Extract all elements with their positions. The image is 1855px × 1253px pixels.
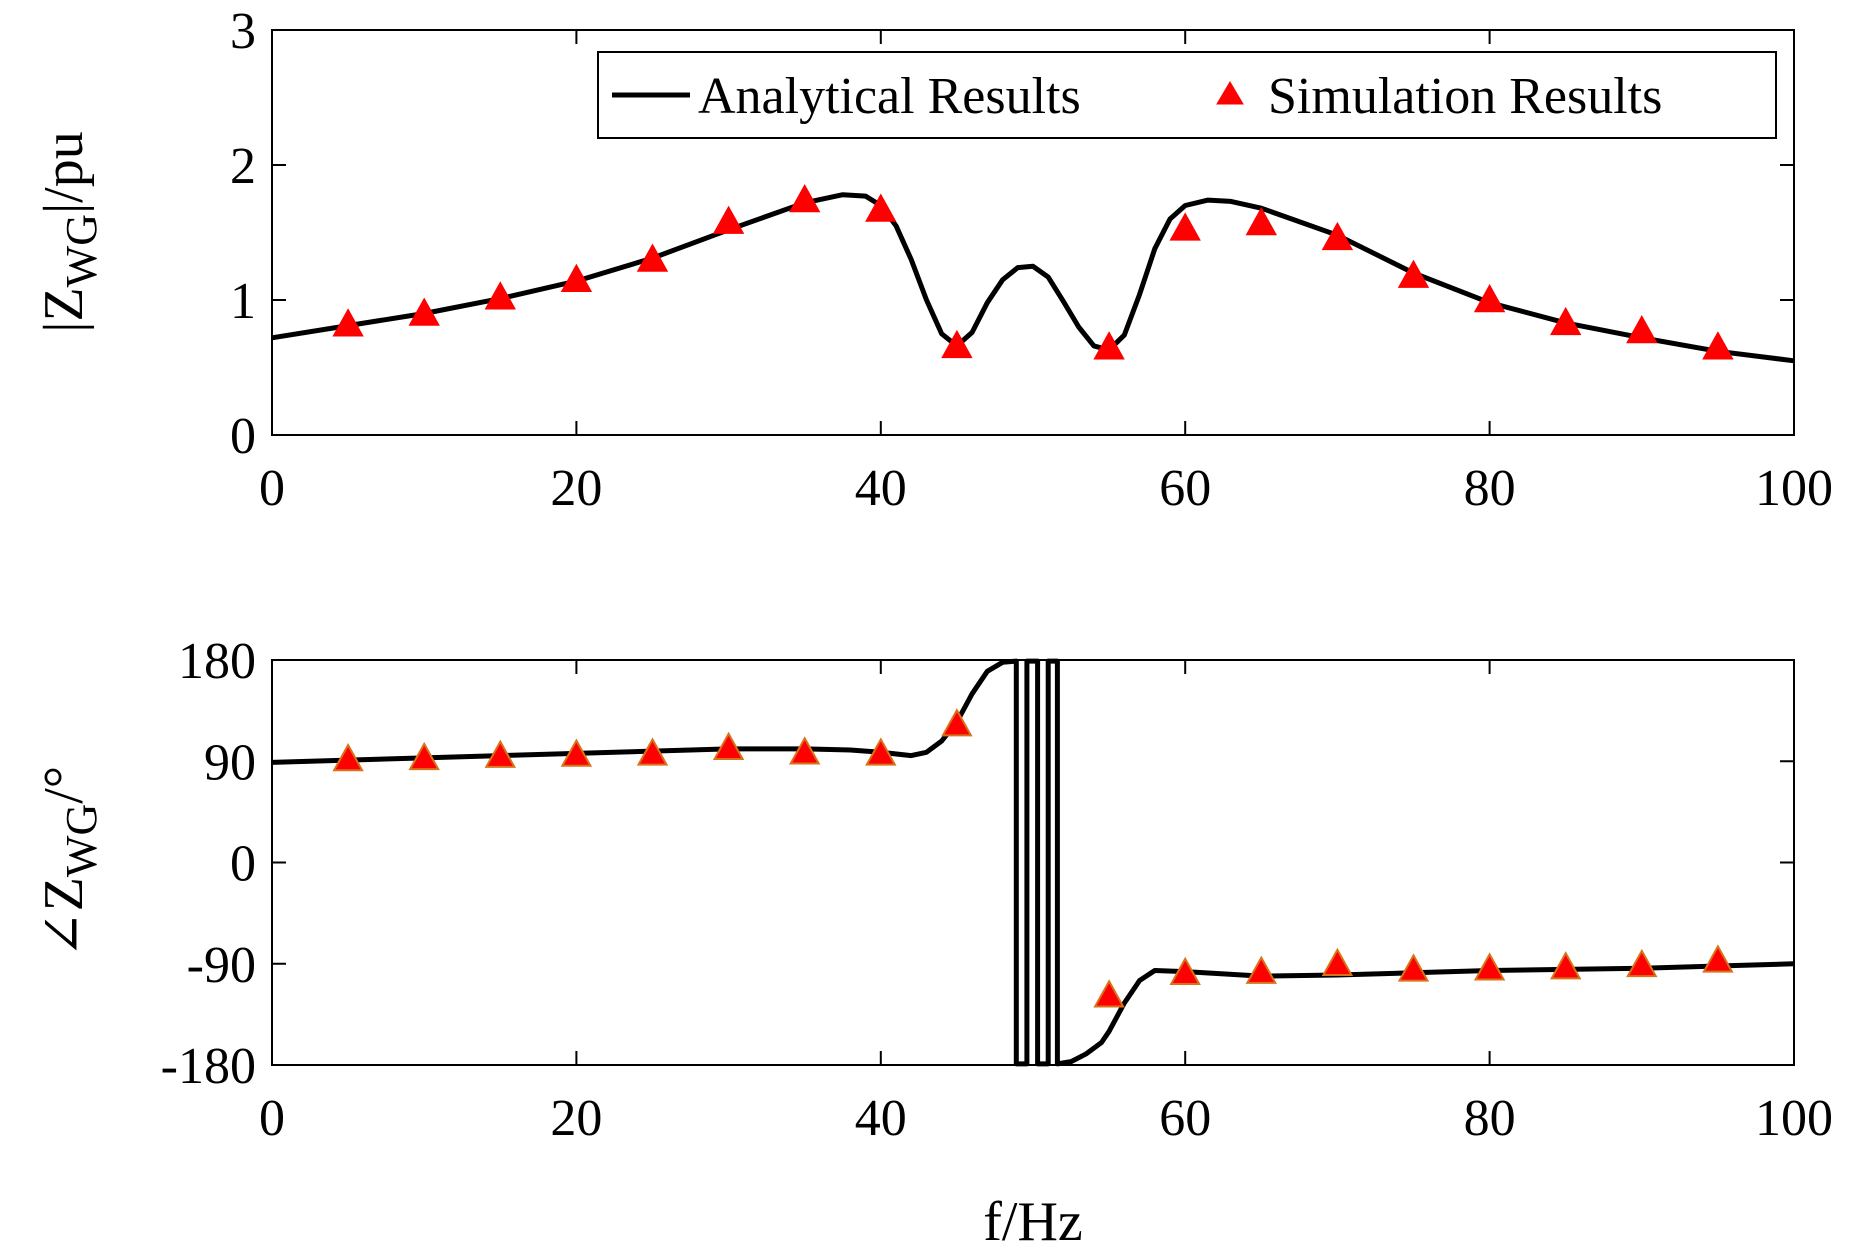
simulation-marker (1473, 283, 1506, 313)
simulation-marker (636, 243, 669, 272)
simulation-marker (1550, 306, 1582, 336)
magnitude-data-marks (271, 184, 1795, 364)
simulation-marker (865, 193, 897, 222)
y-tick-label: -90 (187, 937, 256, 994)
y-tick-label: -180 (161, 1038, 256, 1095)
simulation-marker (636, 737, 669, 766)
simulation-marker (1702, 331, 1734, 360)
x-tick-label: 20 (550, 460, 602, 517)
magnitude-y-label: |ZWG|/pu (33, 131, 106, 333)
x-tick-label: 60 (1159, 1090, 1211, 1147)
y-tick-label: 1 (230, 273, 256, 330)
x-tick-label: 100 (1755, 460, 1833, 517)
simulation-marker (712, 205, 745, 234)
analytical-series-line (271, 192, 1795, 364)
y-tick-label: 2 (230, 138, 256, 195)
simulation-marker (408, 297, 440, 326)
y-tick-label: 3 (230, 3, 256, 60)
simulation-marker (1245, 206, 1277, 236)
simulation-marker (1093, 979, 1125, 1008)
simulation-marker (789, 736, 821, 765)
simulation-marker (332, 308, 364, 337)
simulation-marker (332, 742, 364, 772)
phase-panel: 0 20 40 60 80 100 -180 -90 0 90 180 ∠ZWG/° f/Hz (33, 633, 1833, 1253)
x-tick-label: 20 (550, 1090, 602, 1147)
simulation-marker (560, 263, 593, 292)
simulation-marker (1245, 955, 1277, 984)
simulation-marker (712, 731, 745, 760)
legend: Analytical Results Simulation Results (597, 51, 1777, 139)
simulation-marker (408, 741, 440, 771)
y-tick-label: 0 (230, 408, 256, 465)
legend-simulation-marker (1216, 81, 1244, 105)
simulation-marker (560, 738, 593, 767)
legend-analytical-label: Analytical Results (698, 68, 1081, 125)
x-tick-label: 0 (259, 460, 285, 517)
simulation-marker (1169, 212, 1201, 241)
simulation-marker (1321, 221, 1354, 251)
phase-plot-area (271, 659, 1795, 1066)
x-axis-label: f/Hz (983, 1191, 1083, 1253)
y-tick-label: 0 (230, 836, 256, 893)
y-tick-label: 180 (178, 633, 256, 690)
x-tick-label: 40 (855, 460, 907, 517)
x-tick-label: 40 (855, 1090, 907, 1147)
x-tick-label: 80 (1464, 460, 1516, 517)
simulation-marker (484, 739, 516, 768)
magnitude-panel: 0 20 40 60 80 100 0 1 2 3 Analytical Results Simu… (33, 3, 1833, 517)
phase-y-label: ∠ZWG/° (33, 766, 106, 958)
simulation-marker (1321, 947, 1354, 976)
legend-box (597, 51, 1777, 139)
simulation-marker (1473, 952, 1506, 981)
simulation-marker (484, 281, 516, 310)
simulation-marker (789, 184, 821, 213)
simulation-marker (1093, 331, 1125, 360)
simulation-marker (1626, 314, 1658, 344)
simulation-marker (1702, 944, 1734, 973)
legend-simulation-label: Simulation Results (1268, 68, 1662, 125)
simulation-marker (941, 708, 973, 737)
simulation-marker (1397, 259, 1430, 288)
x-tick-label: 100 (1755, 1090, 1833, 1147)
y-tick-label: 90 (204, 734, 256, 791)
phase-axis-ticks: 0 20 40 60 80 100 -180 -90 0 90 180 (161, 633, 1833, 1147)
magnitude-axis-ticks: 0 20 40 60 80 100 0 1 2 3 (230, 3, 1833, 517)
x-tick-label: 60 (1159, 460, 1211, 517)
simulation-marker (1550, 951, 1582, 980)
phase-data-marks (271, 658, 1795, 1067)
simulation-marker (1626, 948, 1658, 978)
x-tick-label: 0 (259, 1090, 285, 1147)
simulation-marker (941, 329, 973, 359)
simulation-marker (865, 737, 897, 766)
simulation-marker (1169, 956, 1201, 985)
simulation-marker (1397, 953, 1430, 982)
x-tick-label: 80 (1464, 1090, 1516, 1147)
